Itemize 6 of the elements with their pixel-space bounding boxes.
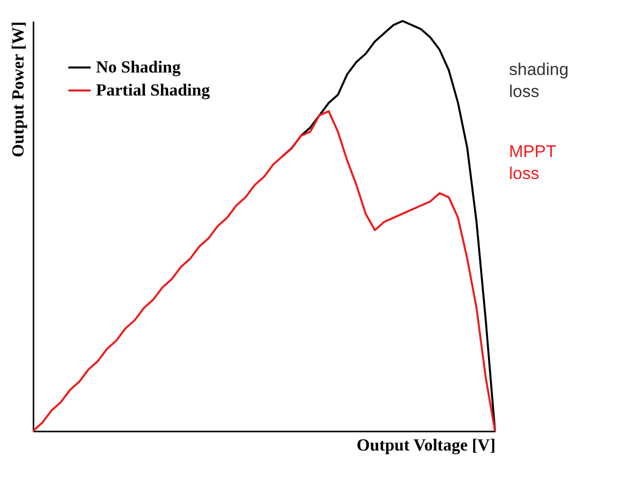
text: MPPT loss — [509, 142, 556, 184]
y-axis-title: Output Power [W] — [8, 22, 28, 158]
legend-label: Partial Shading — [96, 80, 210, 100]
text: shading loss — [509, 60, 569, 102]
x-axis-title: Output Voltage [V] — [356, 436, 496, 454]
legend-label: No Shading — [96, 58, 182, 76]
